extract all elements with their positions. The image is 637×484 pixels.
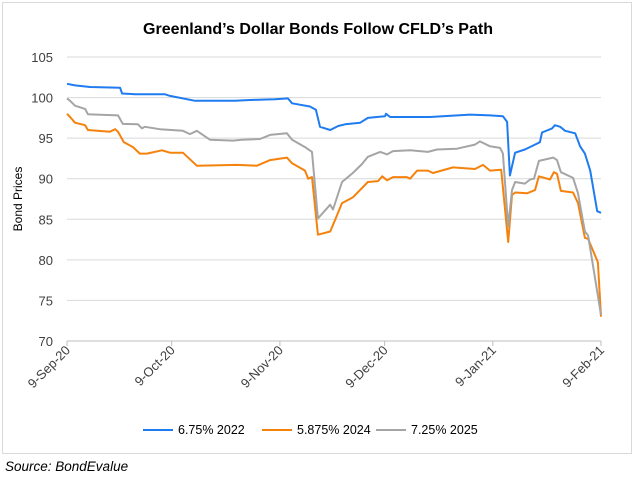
y-tick-label: 70 xyxy=(39,334,53,349)
y-tick-label: 100 xyxy=(31,91,53,106)
chart-title: Greenland’s Dollar Bonds Follow CFLD’s P… xyxy=(143,21,493,38)
series-line-0 xyxy=(66,82,602,214)
x-tick-label: 9-Feb-21 xyxy=(559,343,607,391)
series-line-2 xyxy=(66,97,602,316)
y-tick-label: 80 xyxy=(39,253,53,268)
x-tick-label: 9-Sep-20 xyxy=(25,343,73,391)
y-tick-label: 105 xyxy=(31,50,53,65)
y-tick-label: 75 xyxy=(39,293,53,308)
source-note: Source: BondEvalue xyxy=(5,459,129,474)
series-line-1 xyxy=(66,113,602,317)
legend-label: 6.75% 2022 xyxy=(178,423,245,437)
legend-label: 5.875% 2024 xyxy=(297,423,371,437)
y-tick-label: 90 xyxy=(39,172,53,187)
y-tick-label: 95 xyxy=(39,131,53,146)
chart-frame xyxy=(2,2,632,454)
legend-label: 7.25% 2025 xyxy=(411,423,478,437)
x-tick-label: 9-Jan-21 xyxy=(452,343,499,390)
y-tick-label: 85 xyxy=(39,212,53,227)
x-tick-label: 9-Dec-20 xyxy=(342,343,390,391)
x-tick-label: 9-Oct-20 xyxy=(131,343,177,389)
y-axis-label: Bond Prices xyxy=(11,167,25,232)
x-tick-label: 9-Nov-20 xyxy=(238,343,286,391)
